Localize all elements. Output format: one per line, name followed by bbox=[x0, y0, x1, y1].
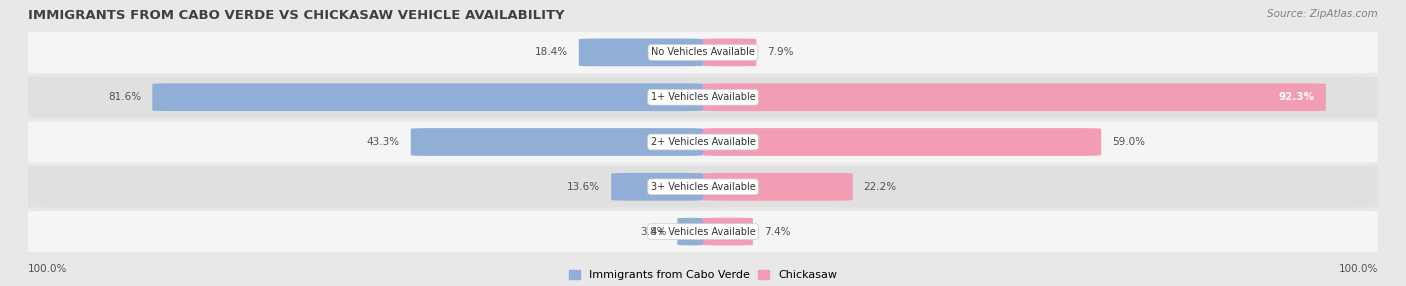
Text: 43.3%: 43.3% bbox=[367, 137, 399, 147]
Text: 92.3%: 92.3% bbox=[1279, 92, 1315, 102]
Legend: Immigrants from Cabo Verde, Chickasaw: Immigrants from Cabo Verde, Chickasaw bbox=[568, 270, 838, 281]
FancyBboxPatch shape bbox=[579, 39, 703, 66]
Text: 4+ Vehicles Available: 4+ Vehicles Available bbox=[651, 227, 755, 237]
FancyBboxPatch shape bbox=[14, 121, 1392, 163]
Text: IMMIGRANTS FROM CABO VERDE VS CHICKASAW VEHICLE AVAILABILITY: IMMIGRANTS FROM CABO VERDE VS CHICKASAW … bbox=[28, 9, 565, 21]
Text: 7.9%: 7.9% bbox=[768, 47, 793, 57]
FancyBboxPatch shape bbox=[703, 128, 1101, 156]
Text: 3+ Vehicles Available: 3+ Vehicles Available bbox=[651, 182, 755, 192]
FancyBboxPatch shape bbox=[152, 83, 703, 111]
FancyBboxPatch shape bbox=[14, 77, 1392, 118]
Text: 2+ Vehicles Available: 2+ Vehicles Available bbox=[651, 137, 755, 147]
Text: 13.6%: 13.6% bbox=[567, 182, 600, 192]
Text: 3.8%: 3.8% bbox=[640, 227, 666, 237]
FancyBboxPatch shape bbox=[703, 173, 853, 201]
Text: 100.0%: 100.0% bbox=[1339, 264, 1378, 274]
FancyBboxPatch shape bbox=[703, 218, 754, 245]
Text: 18.4%: 18.4% bbox=[534, 47, 568, 57]
Text: 100.0%: 100.0% bbox=[28, 264, 67, 274]
Text: 22.2%: 22.2% bbox=[863, 182, 897, 192]
Text: Source: ZipAtlas.com: Source: ZipAtlas.com bbox=[1267, 9, 1378, 19]
Text: 7.4%: 7.4% bbox=[763, 227, 790, 237]
FancyBboxPatch shape bbox=[14, 211, 1392, 252]
FancyBboxPatch shape bbox=[703, 83, 1326, 111]
FancyBboxPatch shape bbox=[14, 166, 1392, 207]
Text: No Vehicles Available: No Vehicles Available bbox=[651, 47, 755, 57]
FancyBboxPatch shape bbox=[411, 128, 703, 156]
Text: 81.6%: 81.6% bbox=[108, 92, 142, 102]
FancyBboxPatch shape bbox=[678, 218, 703, 245]
Text: 59.0%: 59.0% bbox=[1112, 137, 1144, 147]
FancyBboxPatch shape bbox=[703, 39, 756, 66]
FancyBboxPatch shape bbox=[612, 173, 703, 201]
Text: 1+ Vehicles Available: 1+ Vehicles Available bbox=[651, 92, 755, 102]
FancyBboxPatch shape bbox=[14, 32, 1392, 73]
